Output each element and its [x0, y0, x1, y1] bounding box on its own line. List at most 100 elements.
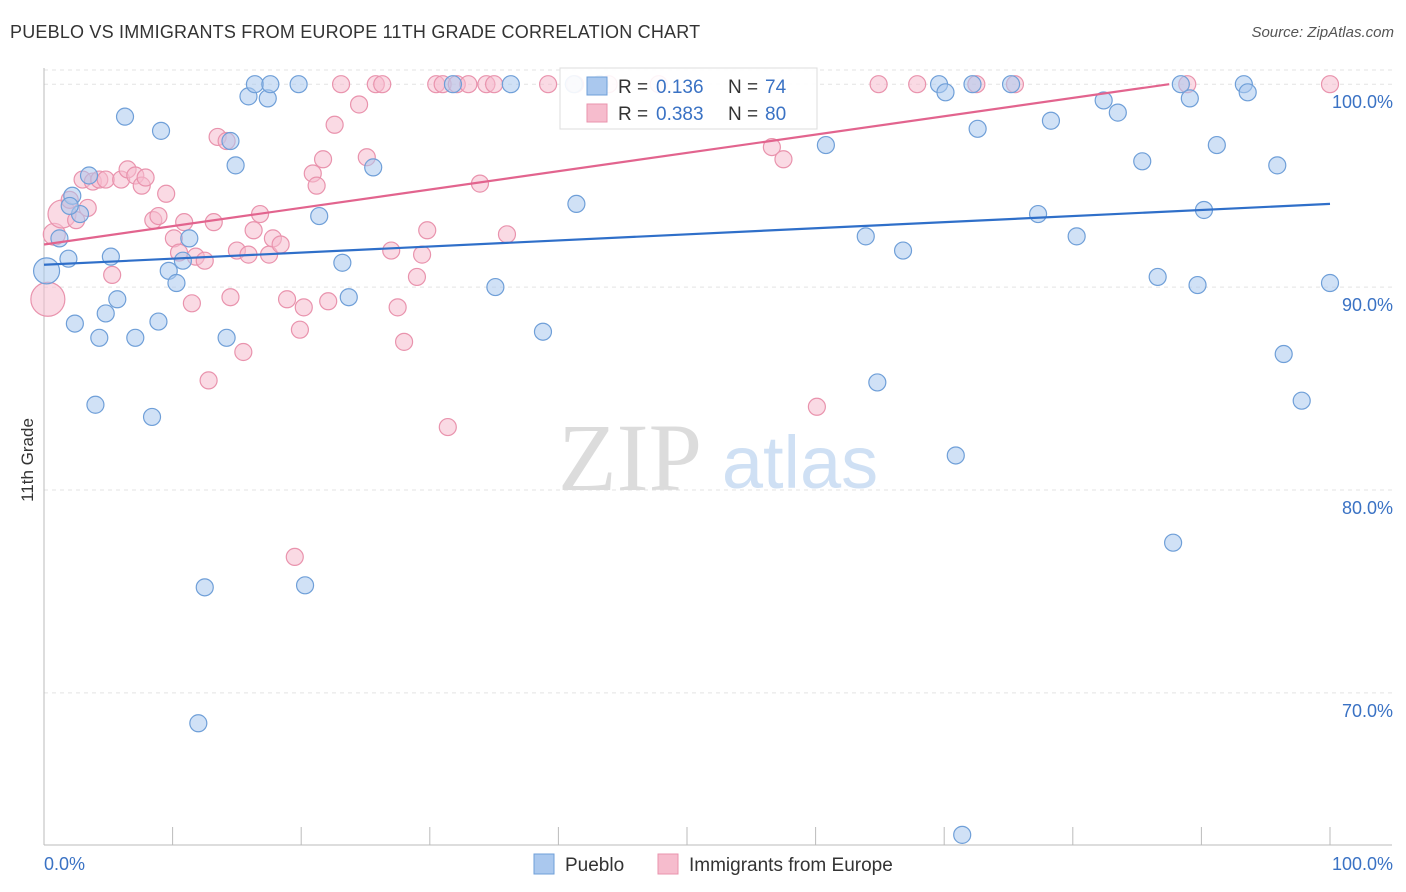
- grid-layer: [44, 69, 1392, 694]
- r-label: R =: [618, 104, 648, 125]
- europe-point: [30, 281, 66, 317]
- pueblo-point: [567, 194, 586, 214]
- pueblo-point: [1067, 227, 1086, 246]
- europe-point: [244, 221, 263, 240]
- y-tick-label: 100.0%: [1332, 92, 1393, 112]
- pueblo-point: [1238, 83, 1257, 102]
- pueblo-point: [501, 75, 520, 94]
- watermark-atlas: atlas: [722, 421, 878, 504]
- legend-label-pueblo: Pueblo: [565, 855, 624, 876]
- europe-point: [331, 75, 351, 94]
- source-label: Source: ZipAtlas.com: [1251, 24, 1394, 41]
- trend-lines: [43, 83, 1331, 266]
- n-label: N =: [728, 77, 758, 98]
- y-tick-label: 80.0%: [1342, 498, 1393, 518]
- pueblo-point: [1041, 111, 1061, 130]
- pueblo-point: [261, 75, 280, 94]
- pueblo-point: [1268, 156, 1287, 175]
- pueblo-point: [1274, 344, 1293, 364]
- pueblo-point: [1028, 204, 1048, 224]
- pueblo-point: [1207, 135, 1226, 155]
- pueblo-point: [1001, 75, 1021, 94]
- pueblo-point: [364, 158, 383, 177]
- europe-point: [199, 371, 218, 390]
- europe-point: [539, 75, 558, 94]
- y-tick-label: 70.0%: [1342, 701, 1393, 721]
- europe-point: [175, 213, 194, 232]
- pueblo-point: [946, 446, 965, 465]
- legend-swatch-pueblo: [533, 853, 555, 875]
- bottom-legend: Pueblo Immigrants from Europe: [533, 853, 893, 876]
- europe-point: [407, 267, 427, 287]
- pueblo-point: [856, 227, 875, 246]
- pueblo-point: [65, 314, 84, 333]
- europe-point: [373, 75, 392, 94]
- europe-point: [195, 251, 214, 270]
- pueblo-point: [245, 75, 265, 94]
- x-tick-label: 100.0%: [1332, 854, 1393, 874]
- europe-point: [349, 95, 369, 114]
- europe-point: [762, 137, 781, 157]
- pueblo-point: [217, 328, 236, 347]
- pueblo-point: [1292, 391, 1311, 410]
- pueblo-point: [310, 206, 329, 226]
- legend-swatch-europe: [657, 853, 679, 875]
- europe-point: [290, 320, 310, 339]
- pueblo-point: [443, 75, 463, 94]
- pueblo-point: [151, 121, 171, 140]
- europe-point: [418, 221, 437, 240]
- stats-legend: R = 0.136 N = 74 R = 0.383 N = 80: [559, 67, 818, 130]
- europe-point: [388, 298, 407, 317]
- pueblo-point: [189, 714, 208, 733]
- pueblo-point: [893, 241, 913, 260]
- watermark-zip: ZIP: [558, 404, 702, 511]
- europe-point: [459, 75, 478, 94]
- pueblo-point: [1188, 275, 1207, 295]
- europe-point: [1320, 75, 1340, 94]
- europe-point: [221, 288, 240, 307]
- pueblo-point: [295, 576, 315, 595]
- r-label: R =: [618, 77, 648, 98]
- pueblo-point: [936, 83, 955, 102]
- pueblo-point: [1094, 91, 1113, 110]
- pueblo-point: [333, 253, 352, 272]
- pueblo-point: [32, 257, 61, 285]
- europe-point: [485, 75, 504, 94]
- n-label: N =: [728, 104, 758, 125]
- chart-title: PUEBLO VS IMMIGRANTS FROM EUROPE 11TH GR…: [10, 22, 701, 42]
- pueblo-point: [533, 322, 553, 341]
- pueblo-swatch: [586, 76, 608, 96]
- pueblo-point: [90, 328, 109, 347]
- europe-point: [325, 115, 344, 134]
- pueblo-trend-line: [43, 202, 1331, 266]
- pueblo-point: [173, 251, 192, 270]
- pueblo-point: [180, 229, 199, 248]
- pueblo-point: [963, 75, 982, 94]
- n-value: 74: [765, 77, 787, 98]
- pueblo-point: [1133, 152, 1152, 171]
- europe-point: [382, 241, 401, 260]
- r-value: 0.383: [656, 104, 704, 125]
- europe-point: [438, 417, 457, 437]
- europe-point: [807, 397, 826, 416]
- pueblo-point: [1180, 89, 1199, 108]
- europe-point: [908, 75, 927, 94]
- europe-point: [307, 176, 326, 195]
- pueblo-point: [968, 119, 987, 138]
- pueblo-point: [86, 395, 105, 414]
- europe-point: [96, 170, 115, 189]
- y-axis-label: 11th Grade: [18, 418, 37, 502]
- x-tick-label: 0.0%: [44, 854, 85, 874]
- europe-point: [319, 292, 338, 311]
- europe-point: [394, 332, 414, 351]
- pueblo-point: [339, 288, 358, 307]
- europe-point: [313, 150, 333, 169]
- pueblo-point: [226, 156, 245, 175]
- pueblo-point: [1320, 273, 1340, 293]
- legend-label-europe: Immigrants from Europe: [689, 855, 893, 876]
- pueblo-point: [221, 131, 240, 151]
- pueblo-point: [1164, 533, 1183, 552]
- pueblo-point: [816, 135, 835, 155]
- pueblo-point: [486, 277, 505, 297]
- europe-point: [774, 150, 793, 169]
